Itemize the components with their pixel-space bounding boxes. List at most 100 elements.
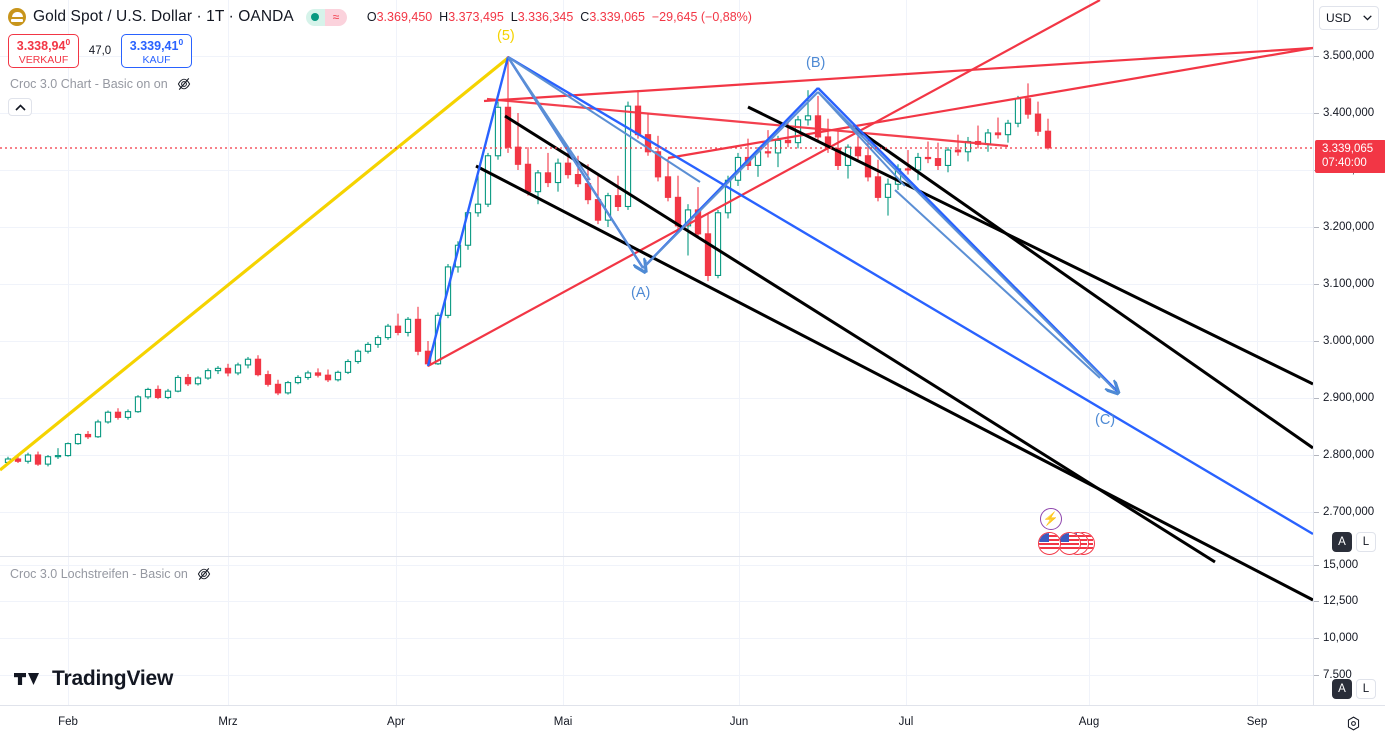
time-tick-label: Mai [553, 716, 573, 728]
candle-body [874, 176, 882, 198]
time-tick-label: Sep [1246, 716, 1268, 728]
candle-body [194, 377, 202, 385]
candle-body [54, 455, 62, 458]
candle-body [484, 155, 492, 205]
candle-body [304, 372, 312, 379]
market-status-badge[interactable]: ≈ [305, 8, 347, 26]
indicator-legend-lochstreifen[interactable]: Croc 3.0 Lochstreifen - Basic on [10, 566, 212, 582]
eye-off-icon[interactable] [176, 76, 192, 92]
candle-body [664, 176, 672, 198]
price-tick-label: 3.000,000 [1323, 335, 1375, 347]
candle-body [824, 136, 832, 149]
candle-body [174, 376, 182, 392]
symbol-title[interactable]: Gold Spot / U.S. Dollar · 1T · OANDA [33, 8, 294, 25]
candle-body [904, 168, 912, 171]
ohlc-h-value: 3.373,495 [448, 10, 504, 24]
candle-body [334, 371, 342, 381]
log-scale-button[interactable]: L [1356, 532, 1376, 552]
indicator-name: Croc 3.0 Chart - Basic on on [10, 77, 168, 91]
sell-label: VERKAUF [18, 53, 69, 66]
candle-body [524, 163, 532, 193]
candle-body [724, 179, 732, 214]
auto-scale-button[interactable]: A [1332, 532, 1352, 552]
candle-body [604, 195, 612, 221]
price-tick-label: 3.100,000 [1323, 278, 1375, 290]
buy-button[interactable]: 3.339,410 KAUF [121, 34, 192, 68]
us-flag-badge[interactable] [1038, 532, 1061, 555]
candle-body [184, 376, 192, 385]
candle-body [494, 106, 502, 157]
candle-body [574, 174, 582, 185]
candle-body [314, 372, 322, 376]
candle-body [774, 139, 782, 154]
candle-body [654, 151, 662, 178]
tradingview-wordmark: TradingView [52, 667, 174, 690]
candle-body [994, 132, 1002, 136]
indicator-legend-chart[interactable]: Croc 3.0 Chart - Basic on on [10, 76, 192, 92]
lower-tick-label: 12,500 [1323, 595, 1359, 607]
time-tick-label: Aug [1078, 716, 1100, 728]
candle-body [614, 195, 622, 208]
candle-body [754, 151, 762, 166]
price-tick-label: 3.400,000 [1323, 107, 1375, 119]
timezone-settings-button[interactable] [1346, 716, 1361, 736]
candle-body [404, 318, 412, 333]
chart-canvas-area[interactable]: (5) (A) (B) (C) ⚡ [0, 0, 1313, 705]
eye-off-icon[interactable] [196, 566, 212, 582]
ohlc-c-value: 3.339,065 [589, 10, 645, 24]
lower-tick-label: 10,000 [1323, 632, 1359, 644]
chart-legend: Gold Spot / U.S. Dollar · 1T · OANDA ≈ O… [8, 4, 752, 30]
auto-scale-button[interactable]: A [1332, 679, 1352, 699]
candle-body [24, 454, 32, 462]
current-price-badge[interactable]: 3.339,065 07:40:00 [1315, 140, 1385, 173]
log-scale-button[interactable]: L [1356, 679, 1376, 699]
candle-body [934, 158, 942, 166]
scale-mode-toggle-lower[interactable]: A L [1332, 679, 1376, 699]
ohlc-o-value: 3.369,450 [376, 10, 433, 24]
candle-body [224, 367, 232, 374]
candle-body [1034, 113, 1042, 132]
us-flag-badge[interactable] [1058, 532, 1081, 555]
candle-body [1014, 98, 1022, 124]
candlestick-series [4, 56, 1052, 467]
currency-selector[interactable]: USD [1319, 6, 1379, 30]
candle-body [284, 382, 292, 394]
gridline-horizontal [0, 601, 1313, 602]
time-tick-label: Feb [58, 716, 78, 728]
candle-body [694, 209, 702, 235]
sell-button[interactable]: 3.338,940 VERKAUF [8, 34, 79, 68]
candle-body [804, 115, 812, 121]
ohlc-o-label: O [366, 10, 377, 24]
chevron-up-icon [14, 103, 26, 111]
collapse-legend-button[interactable] [8, 98, 32, 116]
candle-body [444, 266, 452, 316]
candle-body [744, 156, 752, 166]
price-tick-label: 3.500,000 [1323, 50, 1375, 62]
gold-symbol-icon [8, 8, 26, 26]
candle-body [764, 151, 772, 154]
candle-body [424, 350, 432, 365]
time-tick-label: Jun [729, 716, 749, 728]
candle-body [644, 134, 652, 153]
candle-body [674, 196, 682, 227]
market-open-dot [305, 8, 325, 26]
candle-body [374, 337, 382, 345]
candle-body [454, 244, 462, 268]
gridline-horizontal [0, 638, 1313, 639]
scale-mode-toggle-main[interactable]: A L [1332, 532, 1376, 552]
candle-body [834, 147, 842, 166]
candle-body [1004, 122, 1012, 136]
candle-body [984, 132, 992, 145]
candle-body [594, 199, 602, 221]
candle-body [234, 364, 242, 374]
time-scale[interactable]: Feb Mrz Apr Mai Jun Jul Aug Sep [0, 705, 1385, 736]
price-tick-label: 2.800,000 [1323, 449, 1375, 461]
candle-body [74, 433, 82, 445]
candle-body [14, 458, 22, 462]
candle-body [544, 172, 552, 184]
lightning-event-icon[interactable]: ⚡ [1040, 508, 1062, 530]
price-scale[interactable]: USD 3.500,000 3.400,000 3.300,000 3.200,… [1313, 0, 1385, 705]
candle-body [264, 374, 272, 385]
candle-body [434, 314, 442, 365]
candle-body [554, 162, 562, 184]
